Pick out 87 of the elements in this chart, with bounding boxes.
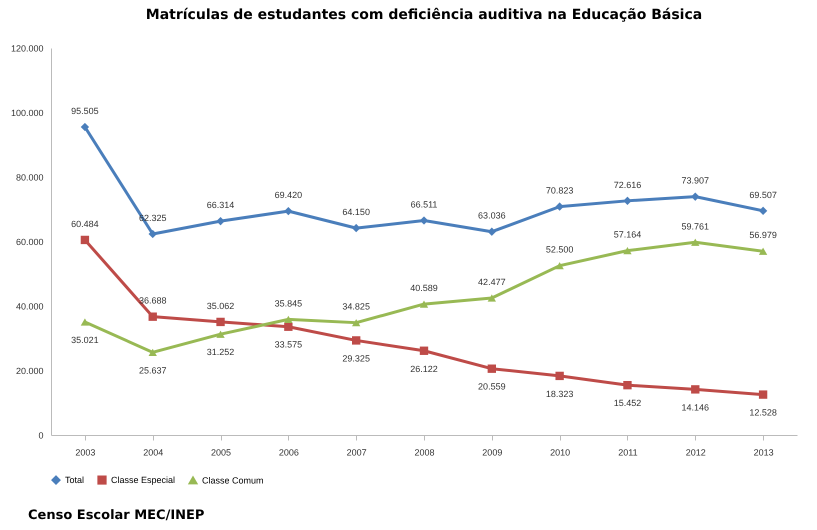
- point: [80, 236, 90, 244]
- point: [284, 206, 293, 216]
- point: [420, 216, 428, 225]
- data-label: 31.252: [206, 347, 234, 358]
- data-label: 35.062: [206, 300, 234, 311]
- point: [216, 216, 225, 226]
- point: [148, 348, 157, 356]
- data-label: 69.420: [274, 190, 302, 200]
- x-tick-label: 2004: [143, 448, 164, 458]
- data-label: 59.761: [682, 221, 710, 232]
- point: [148, 230, 157, 238]
- data-label: 18.323: [546, 388, 574, 399]
- point: [80, 122, 90, 132]
- x-tick-label: 2013: [754, 448, 774, 458]
- point: [352, 336, 360, 345]
- point: [216, 318, 225, 326]
- point: [284, 316, 293, 324]
- chart-title: Matrículas de estudantes com deficiência auditiva na Educação Básica: [146, 7, 702, 23]
- data-label: 70.823: [546, 186, 574, 196]
- data-label: 35.845: [274, 298, 302, 308]
- point: [488, 294, 496, 302]
- x-tick-label: 2003: [75, 448, 96, 458]
- y-tick-label: 20.000: [16, 366, 44, 376]
- point: [691, 238, 700, 246]
- data-label: 52.500: [546, 244, 574, 255]
- data-label: 63.036: [478, 210, 506, 221]
- data-label: 73.907: [682, 176, 710, 186]
- legend-label: Classe Especial: [111, 475, 176, 486]
- point: [555, 202, 564, 211]
- data-label: 57.164: [614, 230, 642, 240]
- data-label: 14.146: [682, 402, 710, 412]
- data-label: 66.314: [206, 200, 234, 210]
- point: [691, 385, 700, 394]
- data-label: 12.528: [749, 408, 777, 418]
- point: [216, 330, 225, 338]
- point: [691, 192, 700, 201]
- point: [758, 248, 768, 255]
- x-tick-label: 2005: [211, 448, 232, 458]
- x-tick-label: 2008: [414, 448, 435, 458]
- point: [80, 318, 90, 326]
- data-label: 40.589: [410, 283, 438, 294]
- data-label: 20.559: [478, 382, 506, 392]
- point: [148, 312, 157, 321]
- point: [352, 319, 360, 326]
- y-tick-label: 80.000: [16, 172, 44, 182]
- data-label: 69.507: [749, 190, 777, 200]
- x-tick-label: 2012: [686, 448, 706, 458]
- legend-label: Total: [65, 475, 84, 486]
- point: [284, 322, 293, 331]
- data-label: 26.122: [410, 364, 438, 374]
- y-tick-label: 120.000: [10, 44, 44, 54]
- data-label: 64.150: [342, 207, 370, 218]
- x-tick-label: 2010: [550, 448, 570, 458]
- point: [623, 247, 632, 254]
- y-tick-label: 0: [38, 430, 44, 440]
- text: Censo Escolar MEC/INEP: [28, 508, 204, 523]
- y-tick-label: 60.000: [16, 237, 44, 247]
- data-label: 35.021: [71, 335, 99, 346]
- x-tick-label: 2011: [618, 448, 638, 458]
- point: [420, 300, 428, 308]
- data-label: 33.575: [274, 340, 302, 350]
- data-label: 60.484: [71, 218, 99, 229]
- data-label: 36.688: [138, 296, 166, 306]
- data-label: 42.477: [478, 277, 506, 288]
- point: [352, 224, 360, 232]
- point: [555, 372, 564, 380]
- data-label: 72.616: [614, 180, 642, 190]
- data-label: 34.825: [342, 302, 370, 312]
- data-label: 95.505: [71, 106, 99, 116]
- point: [758, 206, 768, 216]
- data-label: 66.511: [410, 200, 438, 210]
- point: [758, 390, 768, 399]
- point: [488, 364, 496, 373]
- x-tick-label: 2007: [346, 448, 367, 458]
- point: [420, 346, 428, 355]
- y-tick-label: 40.000: [16, 302, 44, 312]
- data-label: 29.325: [342, 353, 370, 364]
- y-tick-label: 100.000: [10, 108, 44, 118]
- data-label: 15.452: [614, 398, 642, 408]
- point: [488, 228, 496, 236]
- data-label: 56.979: [749, 230, 777, 240]
- point: [623, 380, 632, 390]
- data-label: 25.637: [138, 365, 166, 376]
- legend-label: Classe Comum: [202, 475, 264, 486]
- point: [555, 262, 564, 270]
- x-tick-label: 2006: [278, 448, 299, 458]
- x-tick-label: 2009: [482, 448, 502, 458]
